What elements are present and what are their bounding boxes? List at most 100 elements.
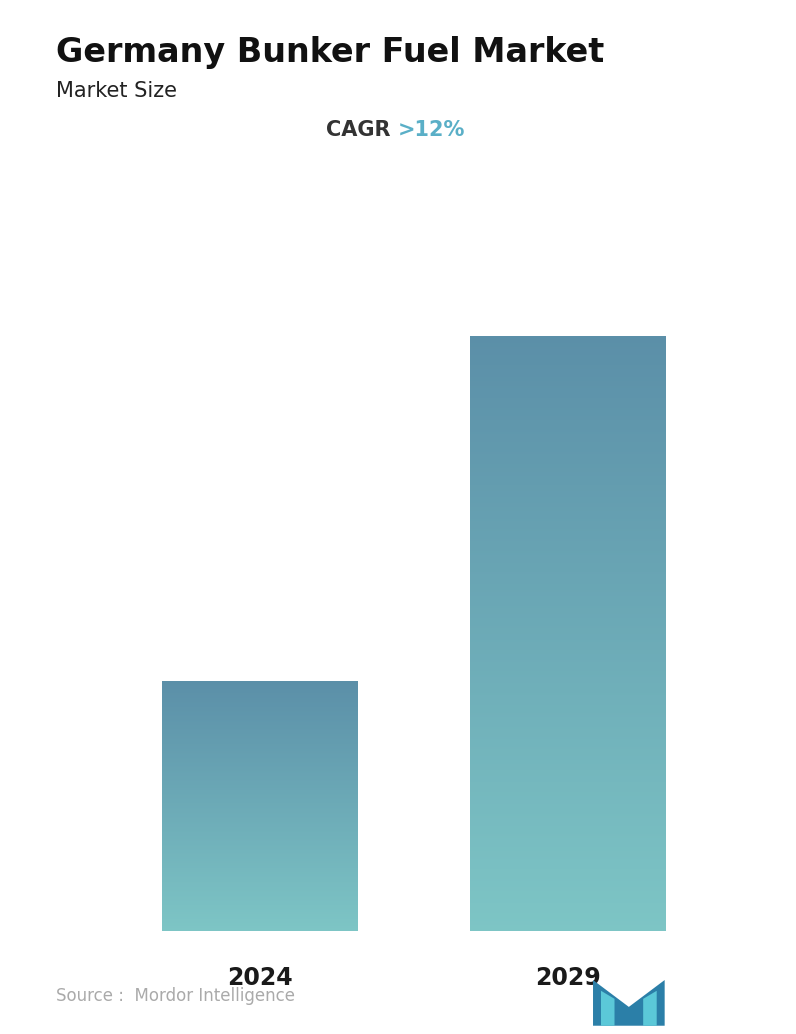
Bar (470, 535, 666, 537)
Bar (162, 917, 358, 919)
Bar (162, 905, 358, 907)
Bar (470, 513, 666, 515)
Bar (162, 689, 358, 691)
Bar (162, 709, 358, 710)
Bar (162, 740, 358, 742)
Bar (470, 814, 666, 816)
Bar (162, 858, 358, 860)
Bar (470, 473, 666, 476)
Bar (470, 812, 666, 814)
Bar (162, 781, 358, 782)
Bar (470, 515, 666, 517)
Bar (162, 747, 358, 748)
Bar (470, 661, 666, 664)
Bar (162, 758, 358, 759)
Bar (162, 805, 358, 807)
Text: Market Size: Market Size (56, 81, 177, 100)
Bar (162, 738, 358, 739)
Bar (162, 911, 358, 912)
Bar (470, 769, 666, 772)
Bar (162, 909, 358, 910)
Bar (162, 722, 358, 724)
Bar (162, 811, 358, 813)
Bar (162, 853, 358, 855)
Text: 2029: 2029 (535, 966, 601, 991)
Bar (470, 364, 666, 367)
Bar (470, 782, 666, 784)
Bar (470, 702, 666, 705)
Bar (470, 845, 666, 848)
Bar (162, 710, 358, 712)
Bar (470, 630, 666, 632)
Bar (470, 587, 666, 590)
Bar (470, 485, 666, 487)
Bar (162, 709, 358, 711)
Bar (162, 788, 358, 789)
Bar (470, 691, 666, 693)
Text: >12%: >12% (398, 120, 466, 140)
Bar (162, 895, 358, 898)
Bar (470, 376, 666, 378)
Bar (162, 879, 358, 881)
Bar (162, 735, 358, 736)
Bar (470, 835, 666, 838)
Bar (470, 446, 666, 448)
Bar (470, 449, 666, 452)
Bar (162, 903, 358, 904)
Bar (470, 750, 666, 753)
Bar (162, 773, 358, 776)
Bar (162, 755, 358, 756)
Bar (162, 838, 358, 840)
Bar (162, 763, 358, 764)
Bar (162, 919, 358, 920)
Bar (162, 852, 358, 853)
Bar (470, 530, 666, 533)
Bar (162, 807, 358, 808)
Bar (162, 703, 358, 704)
Bar (162, 857, 358, 858)
Bar (162, 845, 358, 847)
Bar (162, 824, 358, 826)
Bar (470, 537, 666, 539)
Bar (470, 819, 666, 822)
Bar (162, 693, 358, 695)
Bar (470, 908, 666, 911)
Bar (470, 613, 666, 616)
Bar (162, 816, 358, 817)
Bar (162, 869, 358, 870)
Bar (162, 708, 358, 709)
Bar (162, 734, 358, 735)
Bar (470, 407, 666, 410)
Bar (162, 914, 358, 916)
Bar (162, 922, 358, 924)
Bar (162, 795, 358, 797)
Bar (162, 786, 358, 787)
Bar (470, 356, 666, 359)
Bar (470, 568, 666, 571)
Bar (162, 830, 358, 831)
Bar (162, 776, 358, 777)
Bar (162, 700, 358, 701)
Bar (162, 807, 358, 809)
Bar (162, 685, 358, 687)
Bar (162, 893, 358, 894)
Bar (470, 742, 666, 744)
Bar (162, 831, 358, 832)
Bar (470, 516, 666, 519)
Bar (162, 727, 358, 729)
Bar (470, 425, 666, 428)
Bar (470, 483, 666, 485)
Bar (162, 724, 358, 725)
Bar (470, 639, 666, 642)
Bar (162, 705, 358, 707)
Bar (162, 730, 358, 731)
Bar (162, 714, 358, 717)
Bar (162, 760, 358, 762)
Bar (162, 688, 358, 689)
Bar (470, 388, 666, 391)
Bar (470, 582, 666, 584)
Bar (470, 416, 666, 418)
Bar (470, 348, 666, 351)
Bar (470, 866, 666, 870)
Bar (162, 923, 358, 924)
